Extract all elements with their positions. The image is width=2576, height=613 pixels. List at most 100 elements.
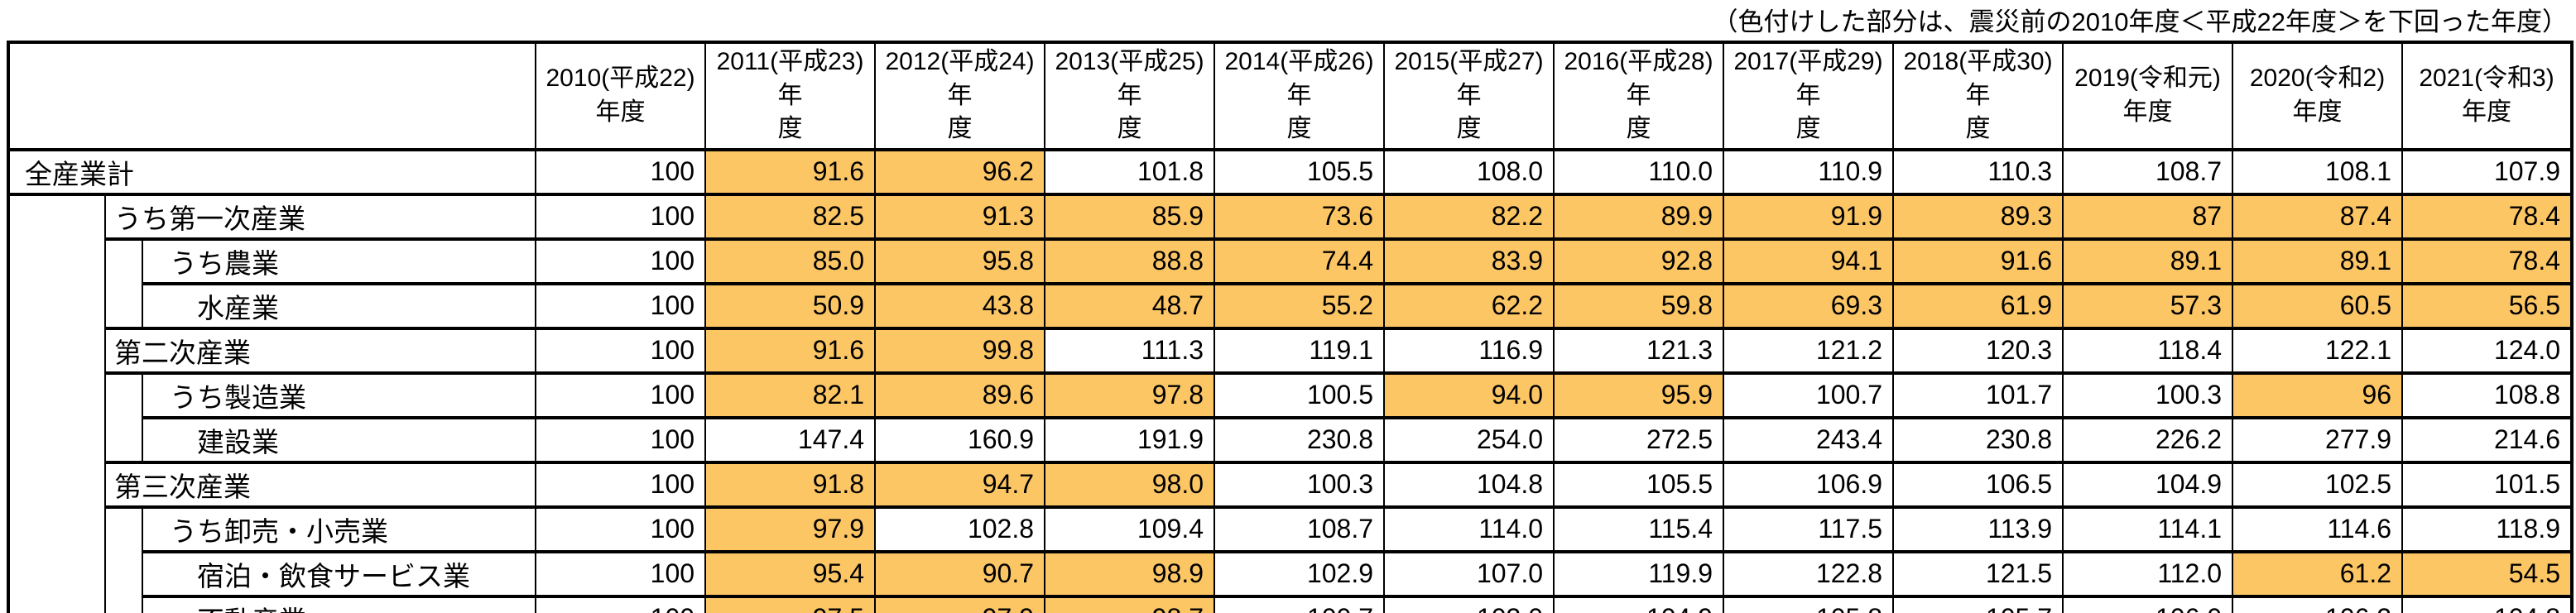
- value-cell: 107.0: [1383, 549, 1555, 598]
- value-cell: 100.7: [1214, 594, 1386, 613]
- value-cell: 54.5: [2401, 549, 2574, 598]
- value-cell: 120.3: [1892, 326, 2064, 375]
- value-cell: 78.4: [2401, 192, 2574, 241]
- value-cell: 100: [535, 281, 707, 330]
- value-cell: 243.4: [1723, 415, 1895, 464]
- table-row-all-industries: 全産業計 100 91.6 96.2 101.8 105.5 108.0 110.0 110.…: [7, 147, 2574, 196]
- value-cell: 105.5: [1214, 147, 1386, 196]
- value-cell: 226.2: [2062, 415, 2234, 464]
- value-cell: 124.0: [2401, 326, 2574, 375]
- year-column-header: 2018(平成30) 年 度: [1892, 41, 2064, 151]
- value-cell: 105.5: [1553, 460, 1725, 509]
- value-cell: 100: [535, 594, 707, 613]
- industry-index-table: 2010(平成22) 年度 2011(平成23) 年 度 2012(平成24) 年 …: [7, 41, 2574, 613]
- value-cell: 90.7: [874, 549, 1046, 598]
- header-row: 2010(平成22) 年度 2011(平成23) 年 度 2012(平成24) 年 …: [7, 41, 2574, 151]
- value-cell: 94.0: [1383, 371, 1555, 419]
- value-cell: 78.4: [2401, 237, 2574, 285]
- year-column-header: 2012(平成24) 年 度: [874, 41, 1046, 151]
- value-cell: 62.2: [1383, 281, 1555, 330]
- value-cell: 104.8: [1383, 460, 1555, 509]
- value-cell: 100: [535, 147, 707, 196]
- year-column-header: 2013(平成25) 年 度: [1044, 41, 1216, 151]
- value-cell: 101.8: [1044, 147, 1216, 196]
- value-cell: 277.9: [2232, 415, 2404, 464]
- table-row-accommodation-food: 宿泊・飲食サービス業 100 95.4 90.7 98.9 102.9 107.0 119.…: [8, 549, 2574, 598]
- value-cell: 100.3: [2062, 371, 2234, 419]
- value-cell: 85.0: [704, 237, 877, 285]
- table-row-agriculture: うち農業 100 85.0 95.8 88.8 74.4 83.9 92.8 94.1 91.6…: [8, 237, 2574, 330]
- year-column-header: 2015(平成27) 年 度: [1383, 41, 1555, 151]
- value-cell: 108.8: [2401, 371, 2574, 419]
- value-cell: 108.1: [2232, 147, 2404, 196]
- value-cell: 48.7: [1044, 281, 1216, 330]
- value-cell: 103.0: [1383, 594, 1555, 613]
- legend-note: （色付けした部分は、震災前の2010年度＜平成22年度＞を下回った年度）: [1712, 7, 2568, 36]
- value-cell: 55.2: [1214, 281, 1386, 330]
- value-cell: 106.2: [2232, 594, 2404, 613]
- value-cell: 110.9: [1723, 147, 1895, 196]
- row-label: うち卸売・小売業: [141, 505, 537, 553]
- value-cell: 91.6: [1892, 237, 2064, 285]
- year-column-header: 2021(令和3) 年度: [2401, 41, 2574, 151]
- row-label: 水産業: [141, 281, 537, 330]
- table-row-secondary-industry: 第二次産業 100 91.6 99.8 111.3 119.1 116.9 121.3 121…: [8, 326, 2574, 375]
- value-cell: 89.3: [1892, 192, 2064, 241]
- row-label: 第二次産業: [103, 326, 537, 375]
- value-cell: 119.1: [1214, 326, 1386, 375]
- value-cell: 112.0: [2062, 549, 2234, 598]
- value-cell: 104.9: [2062, 460, 2234, 509]
- value-cell: 85.9: [1044, 192, 1216, 241]
- value-cell: 214.6: [2401, 415, 2574, 464]
- value-cell: 104.8: [2401, 594, 2574, 613]
- value-cell: 121.2: [1723, 326, 1895, 375]
- value-cell: 98.0: [1044, 460, 1216, 509]
- value-cell: 100: [535, 549, 707, 598]
- value-cell: 114.6: [2232, 505, 2404, 553]
- value-cell: 91.6: [704, 147, 877, 196]
- value-cell: 89.1: [2062, 237, 2234, 285]
- value-cell: 69.3: [1723, 281, 1895, 330]
- value-cell: 100: [535, 192, 707, 241]
- value-cell: 91.3: [874, 192, 1046, 241]
- value-cell: 43.8: [874, 281, 1046, 330]
- corner-cell: [7, 41, 537, 151]
- value-cell: 91.6: [704, 326, 877, 375]
- value-cell: 105.8: [1723, 594, 1895, 613]
- value-cell: 91.8: [704, 460, 877, 509]
- value-cell: 89.1: [2232, 237, 2404, 285]
- indent-spacer: [104, 505, 143, 613]
- row-label: 宿泊・飲食サービス業: [141, 549, 537, 598]
- value-cell: 82.5: [704, 192, 877, 241]
- value-cell: 92.8: [1553, 237, 1725, 285]
- value-cell: 83.9: [1383, 237, 1555, 285]
- row-label: うち農業: [141, 237, 537, 285]
- table-row-fisheries: 水産業 100 50.9 43.8 48.7 55.2 62.2 59.8 69.3 61.9 5…: [8, 281, 2574, 330]
- table-row-wholesale-retail: うち卸売・小売業 100 97.9 102.8 109.4 108.7 114.0 115.…: [8, 505, 2574, 613]
- row-label: 建設業: [141, 415, 537, 464]
- value-cell: 114.1: [2062, 505, 2234, 553]
- value-cell: 147.4: [704, 415, 877, 464]
- value-cell: 100.3: [1214, 460, 1386, 509]
- value-cell: 73.6: [1214, 192, 1386, 241]
- value-cell: 100: [535, 371, 707, 419]
- value-cell: 105.7: [1892, 594, 2064, 613]
- value-cell: 97.9: [704, 505, 877, 553]
- row-label: うち第一次産業: [103, 192, 537, 241]
- value-cell: 102.5: [2232, 460, 2404, 509]
- value-cell: 89.6: [874, 371, 1046, 419]
- value-cell: 106.9: [1723, 460, 1895, 509]
- value-cell: 100.5: [1214, 371, 1386, 419]
- value-cell: 107.9: [2401, 147, 2574, 196]
- year-column-header: 2017(平成29) 年 度: [1723, 41, 1895, 151]
- indent-spacer: [104, 237, 143, 330]
- value-cell: 108.0: [1383, 147, 1555, 196]
- value-cell: 74.4: [1214, 237, 1386, 285]
- value-cell: 101.5: [2401, 460, 2574, 509]
- table-row-primary-industry: うち第一次産業 100 82.5 91.3 85.9 73.6 82.2 89.9 91.9 8…: [7, 192, 2574, 613]
- value-cell: 97.9: [874, 594, 1046, 613]
- value-cell: 99.8: [874, 326, 1046, 375]
- year-column-header: 2010(平成22) 年度: [535, 41, 707, 151]
- value-cell: 95.4: [704, 549, 877, 598]
